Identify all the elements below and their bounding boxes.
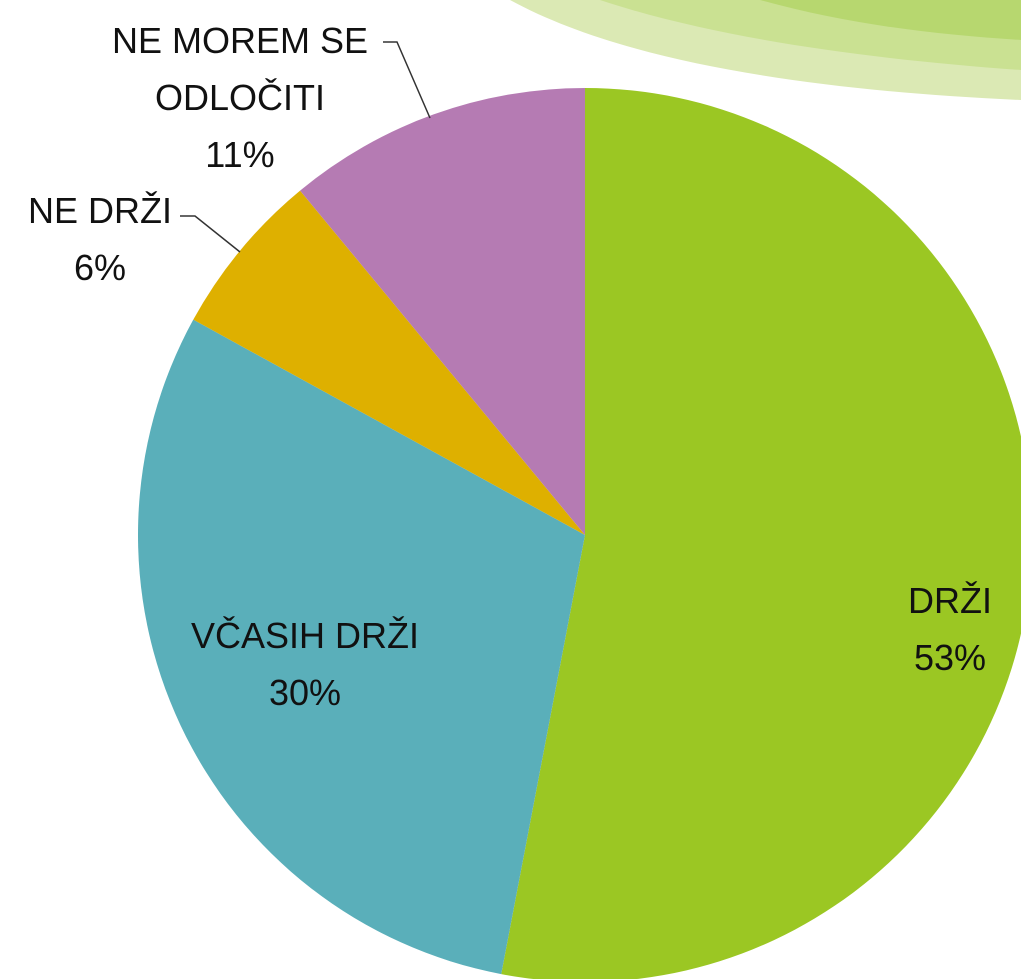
category-label: VČASIH DRŽI bbox=[191, 607, 419, 664]
value-label: 30% bbox=[191, 664, 419, 721]
category-label: DRŽI bbox=[908, 572, 992, 629]
slide: DRŽI53%VČASIH DRŽI30%NE DRŽI6%NE MOREM S… bbox=[0, 0, 1021, 979]
value-label: 53% bbox=[908, 629, 992, 686]
category-label: NE DRŽI bbox=[28, 182, 172, 239]
decoration bbox=[510, 0, 1021, 100]
value-label: 6% bbox=[28, 239, 172, 296]
value-label: 11% bbox=[90, 126, 390, 183]
category-label: NE MOREM SE ODLOČITI bbox=[90, 12, 390, 126]
